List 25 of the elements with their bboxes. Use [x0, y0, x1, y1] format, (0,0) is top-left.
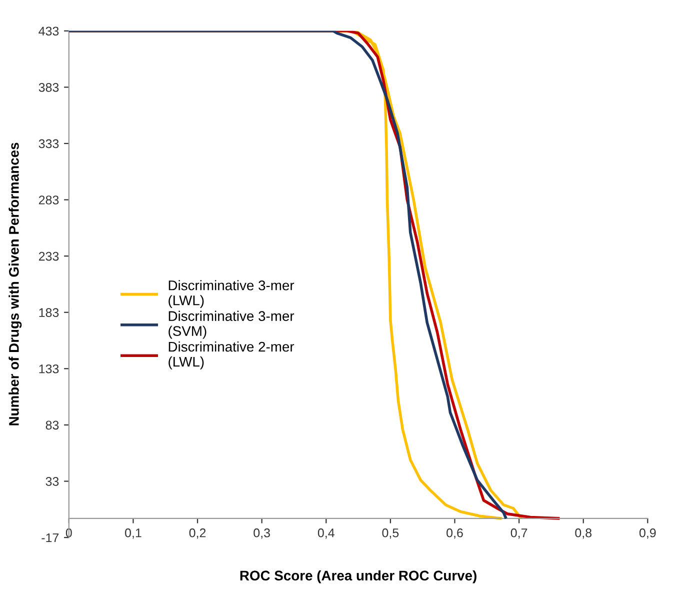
legend-label: Discriminative 2-mer (LWL)	[168, 341, 294, 370]
x-tick-label: 0,9	[639, 528, 656, 539]
x-tick-label: 0,8	[575, 528, 592, 539]
y-tick-label: 233	[38, 252, 59, 261]
x-tick-label: 0,1	[125, 528, 142, 539]
x-tick-label: 0,4	[318, 528, 334, 539]
legend-label: Discriminative 3-mer (SVM)	[168, 310, 294, 339]
y-tick-label: 383	[38, 82, 59, 92]
y-tick-label: 333	[38, 139, 59, 148]
y-tick-label: 83	[46, 420, 59, 430]
y-axis-title: Number of Drugs with Given Performances	[8, 142, 22, 426]
x-tick-label: 0,2	[189, 528, 206, 539]
y-tick-label: 433	[38, 26, 59, 36]
x-tick-label: 0,3	[254, 528, 270, 539]
y-tick-label: 133	[39, 364, 59, 374]
x-tick-label: 0,5	[382, 528, 399, 539]
legend-label: Discriminative 3-mer (LWL)	[168, 280, 294, 308]
x-tick-label: 0	[66, 528, 72, 538]
x-tick-label: 0,6	[446, 528, 463, 539]
x-tick-label: 0,7	[510, 528, 528, 539]
y-tick-label: 33	[46, 477, 59, 486]
y-tick-label: 183	[39, 308, 59, 318]
y-tick-label: 283	[38, 196, 59, 204]
y-tick-label: -17	[42, 533, 59, 542]
x-axis-title: ROC Score (Area under ROC Curve)	[240, 570, 476, 584]
